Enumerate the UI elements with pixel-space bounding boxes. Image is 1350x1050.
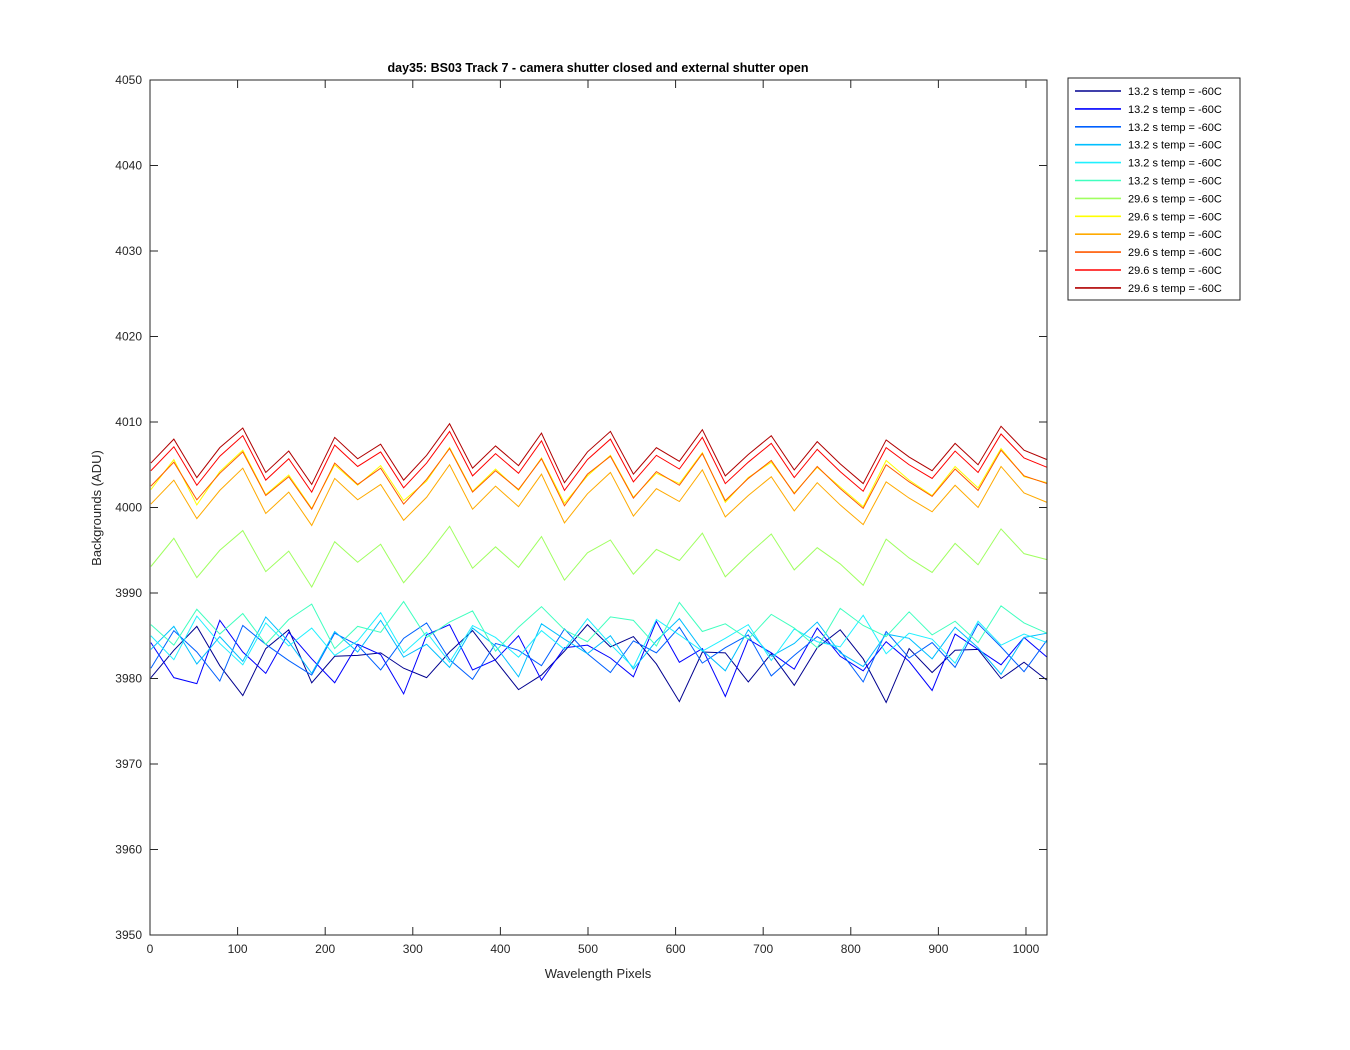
series-line-11 [150, 430, 1048, 494]
legend: 13.2 s temp = -60C 13.2 s temp = -60C 13.2… [1067, 77, 1241, 301]
legend-label-6: 13.2 s temp = -60C [1128, 176, 1222, 188]
x-tick-label: 0 [147, 942, 154, 956]
series-line-1 [150, 623, 1048, 704]
legend-label-3: 13.2 s temp = -60C [1128, 122, 1222, 134]
y-tick-label: 3960 [115, 843, 142, 857]
y-tick-label: 3950 [115, 928, 142, 942]
legend-label-8: 29.6 s temp = -60C [1128, 211, 1222, 223]
x-tick-label: 500 [578, 942, 598, 956]
series-line-7 [150, 525, 1048, 589]
x-axis-label: Wavelength Pixels [545, 966, 652, 981]
y-tick-label: 3980 [115, 672, 142, 686]
series-line-6 [150, 600, 1048, 652]
legend-label-7: 29.6 s temp = -60C [1128, 193, 1222, 205]
chart-title: day35: BS03 Track 7 - camera shutter clo… [388, 61, 809, 75]
series-line-12 [150, 422, 1048, 486]
x-tick-label: 600 [666, 942, 686, 956]
x-tick-label: 300 [403, 942, 423, 956]
legend-label-9: 29.6 s temp = -60C [1128, 229, 1222, 241]
plot-area [150, 80, 1047, 935]
legend-label-12: 29.6 s temp = -60C [1128, 283, 1222, 295]
axes-layer: 0 100 200 300 400 500 600 700 800 900 1000 3950 3960… [115, 73, 1047, 956]
y-tick-label: 3990 [115, 586, 142, 600]
series-line-5 [150, 611, 1048, 669]
x-tick-label: 1000 [1013, 942, 1040, 956]
x-tick-label: 100 [228, 942, 248, 956]
y-axis-label: Backgrounds (ADU) [89, 450, 104, 566]
series-line-3 [150, 622, 1048, 683]
x-tick-label: 200 [315, 942, 335, 956]
series-line-10 [150, 447, 1048, 511]
legend-label-2: 13.2 s temp = -60C [1128, 104, 1222, 116]
legend-label-5: 13.2 s temp = -60C [1128, 158, 1222, 170]
legend-label-4: 13.2 s temp = -60C [1128, 140, 1222, 152]
legend-label-10: 29.6 s temp = -60C [1128, 247, 1222, 259]
y-tick-label: 4020 [115, 330, 142, 344]
y-tick-label: 4050 [115, 73, 142, 87]
legend-items: 13.2 s temp = -60C 13.2 s temp = -60C 13.2… [1075, 86, 1222, 295]
x-tick-label: 700 [753, 942, 773, 956]
legend-box [1067, 77, 1241, 301]
series-line-9 [150, 463, 1048, 527]
y-tick-label: 4010 [115, 415, 142, 429]
y-tick-label: 4040 [115, 159, 142, 173]
legend-label-1: 13.2 s temp = -60C [1128, 86, 1222, 98]
x-tick-label: 800 [841, 942, 861, 956]
y-tick-label: 4000 [115, 501, 142, 515]
y-tick-label: 3970 [115, 757, 142, 771]
legend-label-11: 29.6 s temp = -60C [1128, 265, 1222, 277]
series-line-4 [150, 616, 1048, 678]
series-layer [150, 422, 1048, 704]
series-line-2 [150, 619, 1048, 698]
x-tick-label: 400 [490, 942, 510, 956]
y-tick-label: 4030 [115, 244, 142, 258]
x-tick-label: 900 [928, 942, 948, 956]
